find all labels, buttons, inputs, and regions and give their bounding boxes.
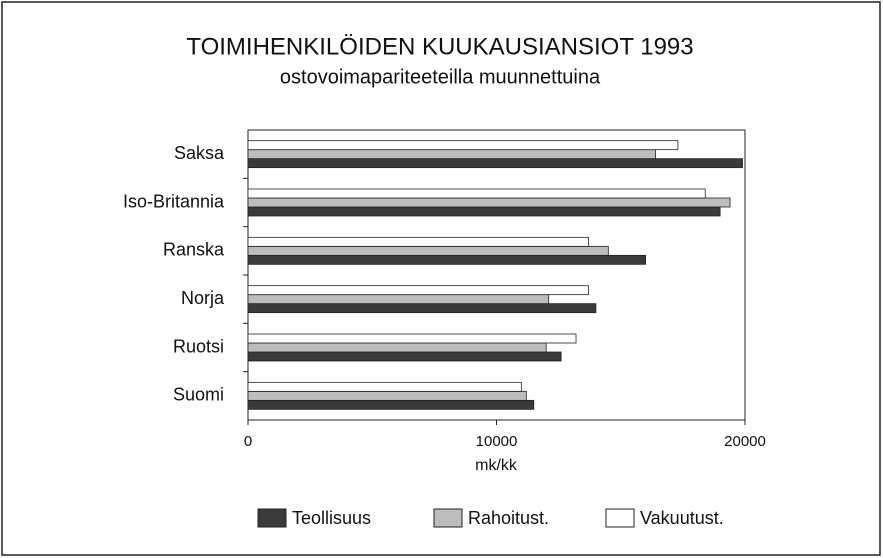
legend-swatch: [433, 508, 463, 528]
bar: [247, 390, 527, 401]
bar: [247, 381, 522, 392]
bar: [247, 236, 589, 247]
legend-label: Vakuutust.: [640, 508, 724, 528]
legend-label: Teollisuus: [292, 508, 371, 528]
bar: [247, 206, 721, 217]
bar: [247, 399, 535, 410]
bar: [247, 333, 577, 344]
bar: [247, 351, 562, 362]
y-tick-label: Suomi: [173, 385, 224, 405]
chart-subtitle: ostovoimapariteeteilla muunnettuina: [280, 66, 601, 88]
x-tick-label: 20000: [724, 433, 766, 450]
bar: [247, 285, 589, 296]
bar: [247, 254, 647, 265]
x-axis-label: mk/kk: [475, 457, 518, 474]
x-tick-label: 0: [244, 433, 252, 450]
legend-swatch: [605, 508, 635, 528]
bar: [247, 158, 743, 169]
bar: [247, 188, 706, 199]
y-tick-label: Saksa: [174, 143, 225, 163]
x-tick-label: 10000: [476, 433, 518, 450]
bar: [247, 245, 609, 256]
bar: [247, 294, 550, 305]
bar: [247, 197, 731, 208]
y-tick-label: Ruotsi: [173, 336, 224, 356]
y-tick-label: Norja: [181, 288, 225, 308]
y-tick-label: Ranska: [163, 240, 225, 260]
bar: [247, 303, 597, 314]
bar: [247, 342, 547, 353]
y-tick-label: Iso-Britannia: [123, 191, 225, 211]
legend-swatch: [257, 508, 287, 528]
legend-label: Rahoitust.: [468, 508, 549, 528]
chart-title: TOIMIHENKILÖIDEN KUUKAUSIANSIOT 1993: [186, 33, 693, 60]
bar: [247, 140, 679, 151]
bar: [247, 149, 656, 160]
